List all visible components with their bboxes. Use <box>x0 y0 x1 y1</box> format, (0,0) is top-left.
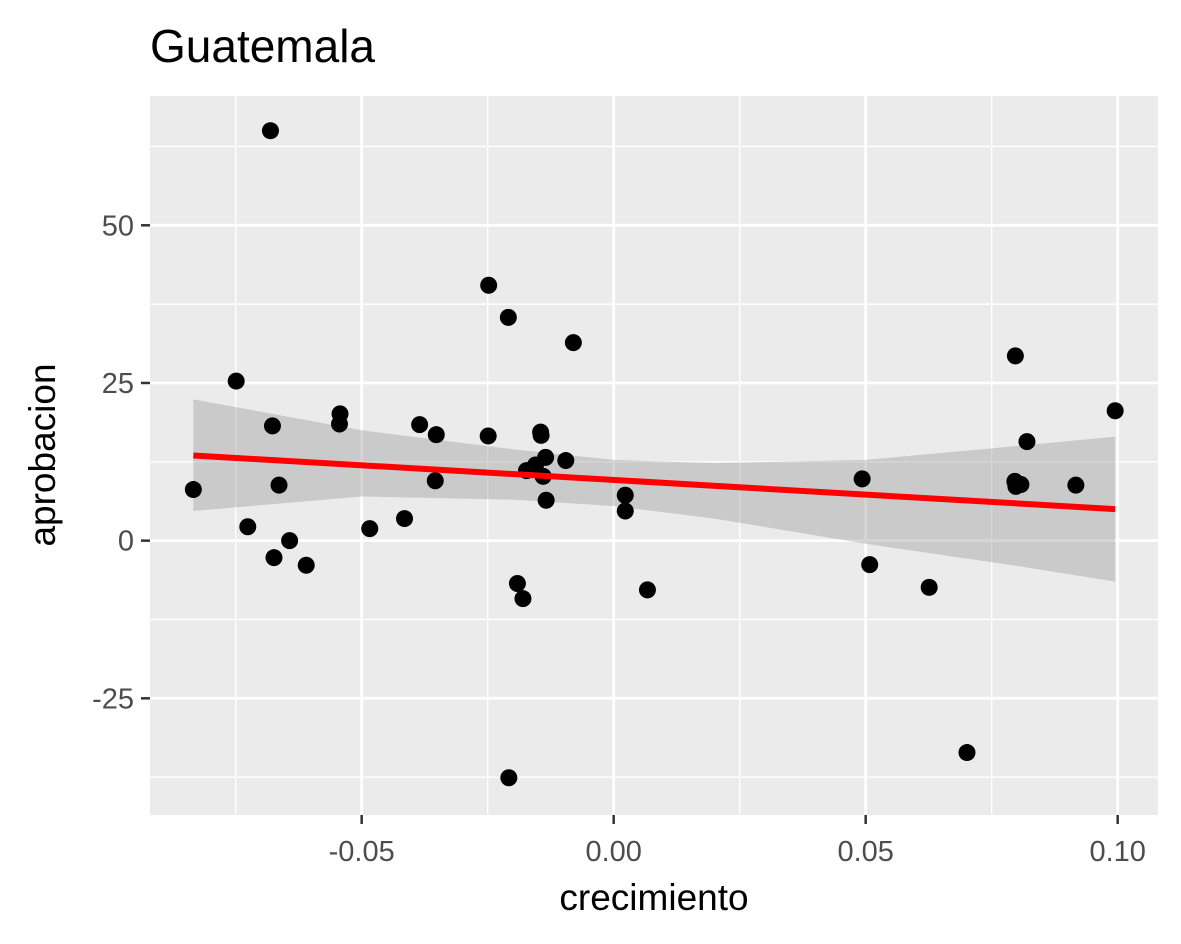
data-point <box>1106 402 1124 420</box>
data-point <box>499 308 517 326</box>
data-point <box>479 427 497 445</box>
x-axis: -0.05 0.00 0.05 0.10 <box>329 815 1146 868</box>
plot-panel <box>150 96 1158 815</box>
x-tick-label: 0.05 <box>837 836 893 868</box>
x-axis-title: crecimiento <box>559 877 748 918</box>
y-tick-label: -25 <box>92 683 134 715</box>
data-point <box>270 476 288 494</box>
y-axis-title: aprobacion <box>22 363 63 546</box>
y-tick-label: 25 <box>102 368 134 400</box>
data-point <box>508 575 526 593</box>
x-tick-label: 0.00 <box>585 836 641 868</box>
data-point <box>557 452 575 470</box>
data-point <box>396 510 414 528</box>
data-point <box>958 744 976 762</box>
y-tick-label: 50 <box>102 210 134 242</box>
y-tick-label: 0 <box>118 526 134 558</box>
data-point <box>500 769 518 787</box>
data-point <box>1006 347 1024 365</box>
data-point <box>263 417 281 435</box>
data-point <box>261 122 279 140</box>
data-point <box>537 448 555 466</box>
data-point <box>331 415 349 433</box>
data-point <box>1012 476 1030 494</box>
data-point <box>920 578 938 596</box>
chart-title: Guatemala <box>150 20 375 72</box>
data-point <box>1067 476 1085 494</box>
data-point <box>616 486 634 504</box>
data-point <box>184 481 202 499</box>
data-point <box>480 276 498 294</box>
data-point <box>239 518 257 536</box>
data-point <box>853 470 871 488</box>
data-point <box>537 491 555 509</box>
data-points <box>184 122 1124 787</box>
data-point <box>514 590 532 608</box>
data-point <box>361 520 379 538</box>
data-point <box>861 556 879 574</box>
data-point <box>411 416 429 434</box>
data-point <box>426 472 444 490</box>
data-point <box>427 426 445 444</box>
data-point <box>564 334 582 352</box>
data-point <box>297 556 315 574</box>
data-point <box>532 426 550 444</box>
x-tick-label: -0.05 <box>329 836 395 868</box>
data-point <box>638 581 656 599</box>
data-point <box>1018 433 1036 451</box>
data-point <box>227 372 245 390</box>
data-point <box>281 532 299 550</box>
minor-gridlines <box>150 96 1158 815</box>
data-point <box>265 549 283 567</box>
x-tick-label: 0.10 <box>1089 836 1145 868</box>
confidence-band <box>193 399 1116 582</box>
data-point <box>616 502 634 520</box>
y-axis: -25 0 25 50 <box>92 210 150 715</box>
major-gridlines <box>150 96 1158 815</box>
trend-line <box>193 452 1116 513</box>
